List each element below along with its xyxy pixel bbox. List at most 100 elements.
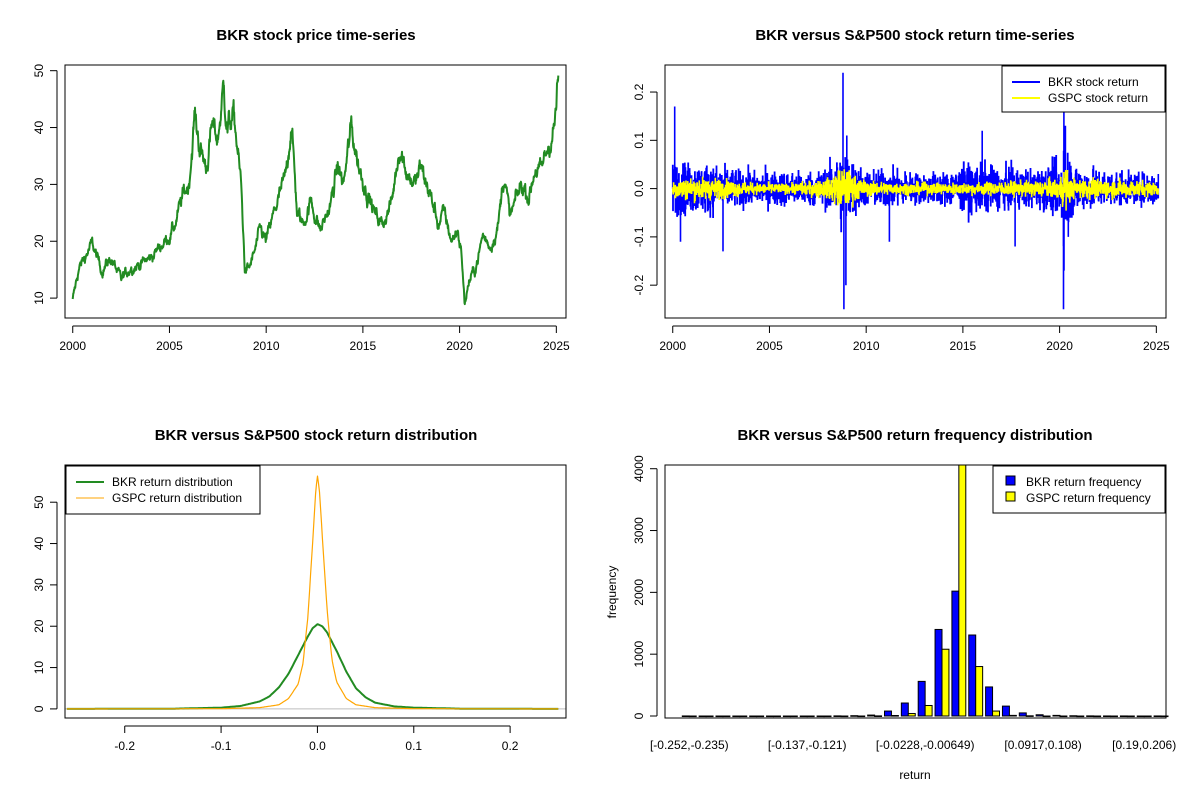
x-tick-label: 2000 <box>659 339 686 353</box>
y-tick-label: 50 <box>32 495 46 509</box>
histogram-bar-bkr <box>1018 712 1027 717</box>
histogram-bar-bkr <box>766 715 774 718</box>
return-series-line <box>672 169 1159 211</box>
histogram-bar-gspc <box>840 715 849 718</box>
histogram-bar-gspc <box>1076 715 1085 718</box>
histogram-bar-gspc <box>823 715 832 718</box>
histogram-bar-gspc <box>907 713 916 717</box>
x-tick-label: 2020 <box>1046 339 1073 353</box>
histogram-bar-bkr <box>900 702 909 717</box>
legend-density: BKR return distribution GSPC return dist… <box>65 465 261 515</box>
x-tick-label: 0.0 <box>309 739 326 753</box>
legend-swatch-bkr <box>1005 475 1016 486</box>
panel-returns-chart: BKR versus S&P500 stock return time-seri… <box>632 27 1170 353</box>
y-axis-price: 10 20 30 40 50 <box>32 64 58 305</box>
y-tick-label: -0.1 <box>632 226 646 247</box>
histogram-bar-bkr <box>1086 715 1095 717</box>
histogram-bar-gspc <box>958 464 967 717</box>
density-series-line-bkr <box>66 623 559 710</box>
y-tick-label: 50 <box>32 64 46 78</box>
y-tick-label: 4000 <box>632 455 646 482</box>
histogram-bar-bkr <box>749 715 758 718</box>
x-tick-label: 2010 <box>253 339 280 353</box>
panel-price-chart: BKR stock price time-series 2000 2005 2010… <box>32 27 570 353</box>
y-tick-label: 20 <box>32 234 46 248</box>
histogram-bar-gspc <box>1008 714 1017 717</box>
x-tick-label: 2010 <box>853 339 880 353</box>
histogram-bar-gspc <box>705 715 714 718</box>
x-tick-label: -0.1 <box>211 739 232 753</box>
x-axis-price: 2000 2005 2010 2015 2020 2025 <box>59 325 570 353</box>
legend-box <box>1001 65 1166 113</box>
y-tick-label: 30 <box>32 177 46 191</box>
y-axis-label: frequency <box>605 566 619 619</box>
x-tick-label: 2025 <box>1143 339 1170 353</box>
legend-swatch-gspc <box>1005 491 1016 502</box>
x-tick-label: [0.19,0.206) <box>1112 738 1176 752</box>
histogram-bar-bkr <box>884 710 892 717</box>
histogram-bar-gspc <box>874 715 883 717</box>
histogram-bar-bkr <box>1119 715 1128 718</box>
x-tick-label: 2000 <box>59 339 86 353</box>
x-axis-histogram: [-0.252,-0.235) [-0.137,-0.121) [-0.0228,-… <box>650 738 1176 752</box>
x-tick-label: 2015 <box>950 339 977 353</box>
histogram-bar-gspc <box>688 715 697 718</box>
histogram-bar-gspc <box>857 715 866 718</box>
histogram-bar-gspc <box>756 715 765 718</box>
histogram-bar-bkr <box>816 715 825 718</box>
x-tick-label: [-0.0228,-0.00649) <box>876 738 975 752</box>
histogram-bar-gspc <box>773 715 781 718</box>
plot-frame-price <box>64 64 567 319</box>
legend-label-gspc: GSPC return distribution <box>112 491 242 505</box>
panel-density-chart: BKR versus S&P500 stock return distribut… <box>32 427 567 753</box>
price-series-line <box>71 75 560 306</box>
y-tick-label: 0.2 <box>632 83 646 100</box>
y-tick-label: 20 <box>32 619 46 633</box>
histogram-bar-bkr <box>698 715 707 718</box>
plot-area-price: 2000 2005 2010 2015 2020 2025 10 20 30 40 50 <box>32 64 570 353</box>
y-tick-label: 3000 <box>632 517 646 544</box>
chart-title-density: BKR versus S&P500 stock return distribut… <box>155 427 478 444</box>
y-tick-label: -0.2 <box>632 275 646 296</box>
histogram-bar-bkr <box>715 715 724 718</box>
legend-histogram: BKR return frequency GSPC return frequen… <box>992 465 1166 514</box>
histogram-bar-bkr <box>1035 714 1044 717</box>
plot-area-returns: 2000 2005 2010 2015 2020 2025 -0.2 -0.1 0.0 0.1 0.… <box>632 72 1170 353</box>
histogram-bar-bkr <box>681 715 690 718</box>
x-axis-label: return <box>899 768 930 782</box>
y-tick-label: 0.0 <box>632 180 646 197</box>
y-axis-density: 0 10 20 30 40 50 <box>32 495 58 712</box>
x-tick-label: [-0.137,-0.121) <box>768 738 847 752</box>
histogram-bar-bkr <box>1069 715 1078 717</box>
x-tick-label: [0.0917,0.108) <box>1004 738 1081 752</box>
x-tick-label: 0.1 <box>405 739 422 753</box>
chart-title-price: BKR stock price time-series <box>216 27 415 44</box>
histogram-bar-bkr <box>799 715 808 718</box>
histogram-bar-bkr <box>1153 715 1162 718</box>
histogram-bar-gspc <box>975 666 984 717</box>
y-tick-label: 2000 <box>632 579 646 606</box>
histogram-bar-bkr <box>951 590 960 717</box>
histogram-bar-bkr <box>732 715 741 718</box>
y-tick-label: 0.1 <box>632 132 646 149</box>
x-tick-label: 2005 <box>756 339 783 353</box>
chart-title-returns: BKR versus S&P500 stock return time-seri… <box>755 27 1074 44</box>
x-axis-returns: 2000 2005 2010 2015 2020 2025 <box>659 325 1170 353</box>
x-axis-density: -0.2 -0.1 0.0 0.1 0.2 <box>114 725 519 753</box>
plot-area-histogram: [-0.252,-0.235) [-0.137,-0.121) [-0.0228,-… <box>632 455 1176 752</box>
chart-title-histogram: BKR versus S&P500 return frequency distr… <box>737 427 1092 444</box>
histogram-bar-gspc <box>1093 715 1102 718</box>
y-tick-label: 1000 <box>632 641 646 668</box>
histogram-bar-gspc <box>992 710 1000 717</box>
plot-frame-density <box>64 464 567 719</box>
legend-label-bkr: BKR return frequency <box>1026 475 1141 489</box>
histogram-bar-gspc <box>1059 715 1068 718</box>
histogram-bar-gspc <box>789 715 798 718</box>
histogram-bar-gspc <box>739 715 748 718</box>
legend-label-bkr: BKR return distribution <box>112 475 233 489</box>
y-tick-label: 0 <box>32 705 46 712</box>
y-tick-label: 10 <box>32 291 46 305</box>
legend-label-gspc: GSPC return frequency <box>1026 491 1151 505</box>
x-tick-label: 2015 <box>350 339 377 353</box>
